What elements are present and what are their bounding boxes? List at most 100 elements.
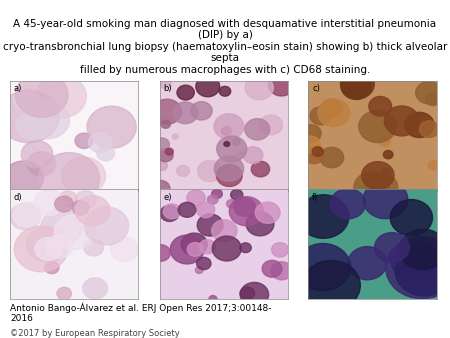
Circle shape [224, 142, 230, 146]
Circle shape [172, 134, 178, 139]
Circle shape [364, 173, 398, 202]
Circle shape [156, 161, 167, 170]
Circle shape [390, 199, 432, 236]
Circle shape [374, 233, 409, 262]
Circle shape [62, 157, 105, 195]
Text: Antonio Bango-Álvarez et al. ERJ Open Res 2017;3:00148-
2016: Antonio Bango-Álvarez et al. ERJ Open Re… [10, 303, 271, 323]
Circle shape [25, 101, 69, 139]
Circle shape [75, 133, 93, 148]
Circle shape [320, 147, 344, 168]
Text: f): f) [312, 193, 318, 201]
Circle shape [177, 85, 194, 100]
Circle shape [341, 70, 374, 99]
Circle shape [196, 76, 220, 97]
Circle shape [111, 237, 139, 261]
Circle shape [405, 112, 434, 138]
Circle shape [399, 229, 446, 269]
Circle shape [362, 162, 394, 189]
Circle shape [271, 243, 288, 257]
Circle shape [383, 150, 393, 159]
Circle shape [359, 111, 396, 143]
Circle shape [21, 141, 53, 168]
Circle shape [214, 114, 244, 139]
Circle shape [172, 102, 198, 124]
Circle shape [178, 202, 196, 217]
Circle shape [240, 282, 269, 307]
Circle shape [216, 165, 242, 187]
Circle shape [197, 257, 211, 270]
Circle shape [154, 138, 169, 151]
Circle shape [10, 203, 40, 230]
Circle shape [75, 191, 96, 209]
Circle shape [13, 89, 39, 111]
Circle shape [230, 197, 263, 226]
Circle shape [170, 235, 204, 264]
Circle shape [38, 153, 99, 205]
Text: a): a) [14, 84, 22, 93]
Circle shape [236, 152, 243, 158]
Circle shape [87, 106, 136, 148]
Circle shape [271, 262, 292, 280]
Circle shape [341, 74, 371, 99]
Circle shape [255, 202, 280, 223]
Circle shape [176, 165, 189, 176]
Circle shape [217, 136, 247, 162]
Circle shape [384, 106, 419, 136]
Circle shape [243, 147, 263, 164]
Circle shape [165, 148, 173, 155]
Circle shape [219, 86, 231, 96]
Circle shape [187, 243, 203, 256]
Circle shape [298, 195, 349, 238]
Circle shape [195, 267, 203, 273]
Circle shape [354, 172, 390, 202]
Circle shape [13, 202, 42, 227]
Circle shape [428, 161, 438, 170]
Circle shape [212, 220, 237, 242]
Circle shape [46, 235, 73, 258]
Circle shape [198, 161, 222, 182]
Circle shape [346, 73, 369, 92]
Circle shape [163, 204, 181, 219]
Circle shape [58, 191, 77, 207]
Circle shape [151, 245, 171, 261]
Circle shape [72, 200, 89, 215]
Circle shape [363, 180, 408, 219]
Circle shape [160, 206, 179, 221]
Circle shape [36, 75, 86, 118]
Circle shape [269, 74, 294, 96]
Text: d): d) [14, 193, 22, 201]
Text: A 45-year-old smoking man diagnosed with desquamative interstitial pneumonia (DI: A 45-year-old smoking man diagnosed with… [3, 19, 447, 75]
Circle shape [197, 214, 223, 236]
Circle shape [379, 137, 390, 147]
Circle shape [214, 156, 243, 181]
Circle shape [41, 209, 82, 245]
Text: e): e) [164, 193, 172, 201]
Circle shape [386, 237, 450, 299]
Circle shape [153, 99, 182, 124]
Circle shape [259, 115, 283, 135]
Text: c): c) [312, 84, 320, 93]
Circle shape [395, 246, 450, 296]
Circle shape [4, 161, 43, 195]
Circle shape [16, 112, 48, 140]
Circle shape [381, 168, 391, 176]
Circle shape [209, 295, 217, 303]
Circle shape [54, 215, 95, 249]
Circle shape [27, 152, 56, 176]
Circle shape [187, 190, 205, 206]
Circle shape [348, 247, 387, 280]
Circle shape [212, 189, 222, 198]
Circle shape [246, 212, 274, 236]
Circle shape [83, 278, 108, 299]
Circle shape [85, 207, 129, 245]
Circle shape [245, 119, 270, 140]
Circle shape [84, 239, 104, 256]
Circle shape [304, 147, 324, 164]
Circle shape [207, 195, 218, 204]
Circle shape [158, 149, 173, 162]
Circle shape [240, 287, 255, 299]
Circle shape [301, 125, 321, 142]
Circle shape [300, 136, 320, 153]
Circle shape [75, 196, 110, 226]
Circle shape [234, 198, 256, 216]
